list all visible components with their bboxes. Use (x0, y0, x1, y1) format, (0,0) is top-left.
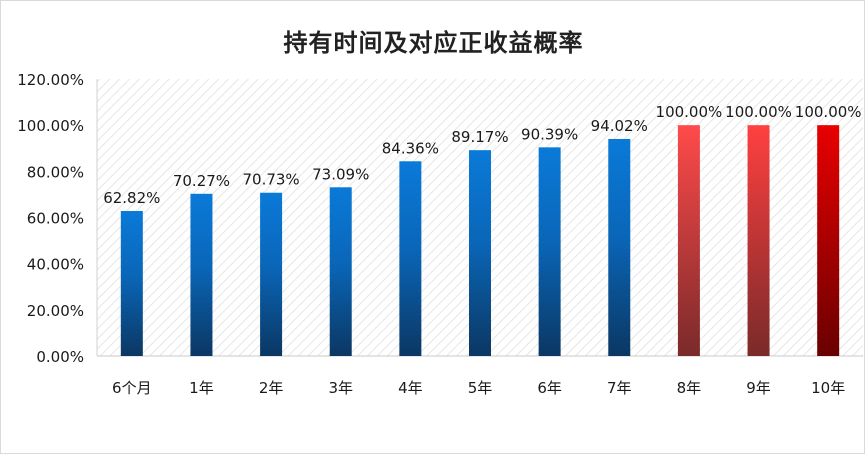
y-tick-label: 40.00% (27, 256, 84, 274)
y-tick-label: 100.00% (17, 117, 84, 135)
x-tick-label: 7年 (607, 379, 632, 397)
bar (469, 150, 491, 356)
y-tick-label: 20.00% (27, 302, 84, 320)
x-tick-label: 2年 (259, 379, 284, 397)
data-label: 70.73% (242, 171, 299, 189)
data-label: 94.02% (591, 117, 648, 135)
x-tick-label: 8年 (677, 379, 702, 397)
x-tick-label: 1年 (189, 379, 214, 397)
y-tick-label: 0.00% (36, 348, 84, 366)
x-tick-label: 3年 (328, 379, 353, 397)
x-tick-label: 10年 (811, 379, 845, 397)
bar (538, 147, 561, 356)
y-tick-label: 120.00% (17, 71, 84, 89)
y-tick-label: 60.00% (27, 210, 84, 228)
data-label: 73.09% (312, 165, 369, 183)
data-label: 100.00% (656, 103, 723, 121)
chart-title: 持有时间及对应正收益概率 (283, 29, 584, 57)
bar (399, 161, 422, 356)
x-tick-label: 4年 (398, 379, 423, 397)
bar (817, 125, 840, 357)
bar (747, 125, 770, 357)
bar (329, 187, 352, 356)
bar (260, 192, 283, 356)
data-label: 70.27% (173, 172, 230, 190)
x-tick-label: 6年 (537, 379, 562, 397)
bar (120, 210, 143, 356)
data-label: 100.00% (795, 103, 862, 121)
x-tick-label: 6个月 (112, 379, 152, 397)
bar (608, 138, 631, 356)
data-label: 89.17% (451, 128, 508, 146)
bar (677, 125, 700, 357)
data-label: 62.82% (103, 189, 160, 207)
data-label: 90.39% (521, 125, 578, 143)
y-tick-label: 80.00% (27, 163, 84, 181)
x-tick-label: 9年 (746, 379, 771, 397)
bar (190, 193, 213, 356)
data-label: 84.36% (382, 139, 439, 157)
x-tick-label: 5年 (468, 379, 493, 397)
data-label: 100.00% (725, 103, 792, 121)
